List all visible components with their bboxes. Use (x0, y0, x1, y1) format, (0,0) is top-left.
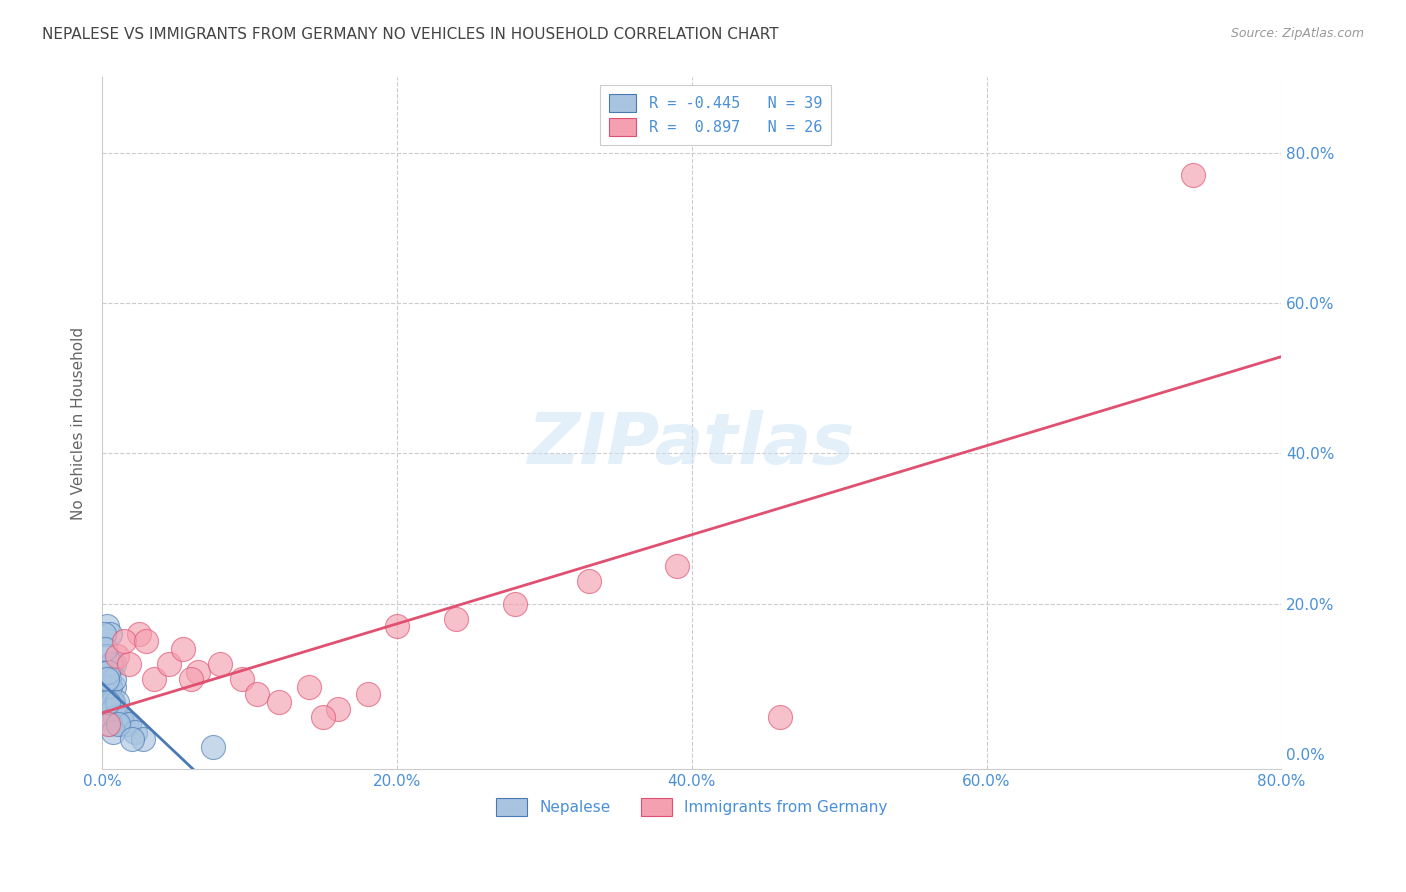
Point (104, 702, 127, 716)
Point (98, 717, 121, 731)
Point (111, 717, 134, 731)
Point (246, 687, 269, 701)
Text: Source: ZipAtlas.com: Source: ZipAtlas.com (1230, 27, 1364, 40)
Point (100, 657, 122, 671)
Point (1181, 168, 1204, 182)
Point (97, 672, 120, 686)
Point (142, 672, 165, 686)
Point (94, 642, 117, 657)
Point (101, 695, 124, 709)
Point (98, 702, 121, 716)
Point (105, 695, 128, 709)
Point (110, 709, 132, 723)
Point (96, 619, 118, 633)
Point (94, 672, 117, 686)
Point (172, 642, 194, 657)
Point (157, 657, 180, 671)
Point (103, 657, 125, 671)
Point (98, 627, 121, 641)
Point (209, 657, 232, 671)
Point (132, 732, 155, 747)
Point (231, 672, 253, 686)
Point (121, 732, 143, 747)
Point (103, 680, 125, 694)
Point (180, 672, 202, 686)
Point (104, 709, 127, 723)
Point (356, 687, 378, 701)
Point (96, 672, 118, 686)
Point (94, 649, 117, 664)
Point (103, 702, 125, 716)
Point (93, 627, 115, 641)
Point (128, 627, 150, 641)
Point (97, 665, 120, 679)
Y-axis label: No Vehicles in Household: No Vehicles in Household (72, 326, 86, 520)
Point (103, 672, 125, 686)
Point (114, 717, 136, 731)
Point (769, 709, 792, 723)
Point (187, 665, 209, 679)
Point (100, 709, 122, 723)
Point (96, 665, 118, 679)
Point (105, 649, 128, 664)
Point (124, 724, 146, 739)
Point (326, 702, 349, 716)
Point (98, 680, 121, 694)
Point (118, 717, 141, 731)
Point (107, 717, 129, 731)
Point (118, 657, 141, 671)
Point (385, 619, 408, 633)
Point (101, 724, 124, 739)
Text: NEPALESE VS IMMIGRANTS FROM GERMANY NO VEHICLES IN HOUSEHOLD CORRELATION CHART: NEPALESE VS IMMIGRANTS FROM GERMANY NO V… (42, 27, 779, 42)
Point (503, 597, 526, 611)
Point (105, 709, 128, 723)
Point (112, 634, 135, 648)
Point (101, 695, 124, 709)
Point (96, 687, 118, 701)
Point (578, 574, 600, 589)
Point (97, 695, 120, 709)
Point (267, 695, 290, 709)
Point (97, 717, 120, 731)
Point (135, 634, 157, 648)
Point (201, 739, 224, 754)
Point (444, 612, 467, 626)
Point (108, 709, 131, 723)
Point (297, 680, 319, 694)
Point (97, 702, 120, 716)
Legend: Nepalese, Immigrants from Germany: Nepalese, Immigrants from Germany (489, 790, 894, 824)
Point (312, 709, 335, 723)
Point (666, 559, 689, 574)
Text: ZIPatlas: ZIPatlas (529, 409, 855, 479)
